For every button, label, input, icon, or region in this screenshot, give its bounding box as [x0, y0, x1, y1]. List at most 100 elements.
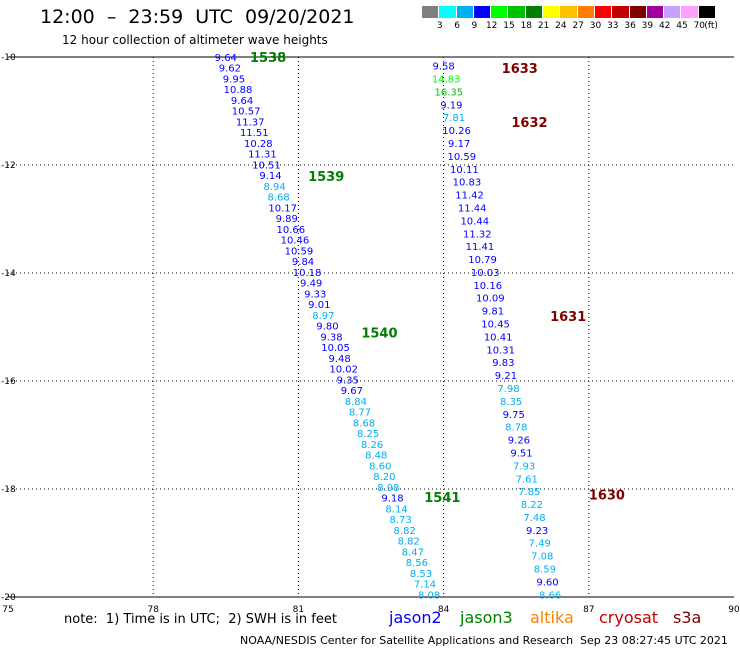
color-scale-swatch — [664, 6, 682, 18]
wave-height-label: 8.35 — [500, 397, 522, 408]
x-tick-label: 81 — [293, 605, 304, 615]
wave-height-label: 10.09 — [476, 294, 505, 305]
color-scale-swatch — [508, 6, 526, 18]
y-tick-label: -10 — [1, 53, 16, 63]
wave-height-label: 11.41 — [466, 242, 495, 253]
x-tick-label: 90 — [728, 605, 740, 615]
wave-height-label: 8.73 — [389, 515, 411, 526]
color-scale-label: 42 — [658, 21, 671, 31]
orbit-number-label: 1540 — [361, 326, 397, 341]
wave-height-label: 11.44 — [458, 203, 487, 214]
color-scale-swatch — [560, 6, 578, 18]
wave-height-label: 11.42 — [455, 191, 484, 202]
wave-height-label: 8.26 — [361, 440, 383, 451]
legend-jason2: jason2 — [389, 608, 442, 627]
wave-height-label: 8.56 — [406, 558, 428, 569]
wave-height-label: 7.61 — [516, 474, 538, 485]
wave-height-label: 9.51 — [510, 448, 532, 459]
y-tick-label: -16 — [1, 377, 16, 387]
wave-height-label: 9.84 — [292, 257, 314, 268]
wave-height-label: 8.22 — [521, 500, 543, 511]
chart-subtitle: 12 hour collection of altimeter wave hei… — [62, 33, 328, 47]
color-scale-label: 15 — [503, 21, 515, 31]
wave-height-label: 9.49 — [300, 279, 322, 290]
wave-height-label: 9.17 — [448, 139, 470, 150]
color-scale-swatch — [543, 6, 561, 18]
wave-height-label: 11.51 — [240, 128, 269, 139]
wave-height-label: 10.05 — [321, 343, 350, 354]
orbit-number-label: 1539 — [308, 170, 344, 185]
wave-height-label: 9.18 — [381, 494, 403, 505]
color-scale-swatch — [577, 6, 595, 18]
legend-cryosat: cryosat — [599, 608, 659, 627]
wave-height-label: 9.01 — [308, 300, 330, 311]
wave-height-label: 10.88 — [224, 85, 253, 96]
wave-height-label: 9.48 — [329, 354, 351, 365]
color-scale-label: 33 — [607, 21, 619, 31]
color-scale-label: 70 — [693, 21, 706, 31]
wave-height-label: 9.19 — [440, 100, 462, 111]
color-scale-label: 12 — [485, 21, 498, 31]
wave-height-label: 10.66 — [277, 225, 306, 236]
wave-height-label: 10.83 — [453, 178, 482, 189]
wave-height-label: 8.82 — [398, 537, 420, 548]
wave-height-label: 9.21 — [495, 371, 517, 382]
x-tick-label: 87 — [583, 605, 594, 615]
color-scale-label: 39 — [641, 21, 654, 31]
wave-height-label: 11.37 — [236, 117, 265, 128]
color-scale-swatch — [612, 6, 630, 18]
wave-height-label: 9.38 — [320, 332, 342, 343]
wave-height-label: 8.78 — [505, 423, 527, 434]
wave-height-label: 10.57 — [232, 107, 261, 118]
wave-height-label: 8.60 — [369, 461, 391, 472]
wave-height-label: 7.48 — [523, 513, 545, 524]
wave-height-label: 8.53 — [410, 569, 432, 580]
wave-height-label: 7.98 — [497, 384, 519, 395]
x-tick-label: 78 — [147, 605, 159, 615]
wave-height-label: 16.35 — [434, 87, 463, 98]
wave-height-label: 9.23 — [526, 526, 548, 537]
orbit-number-label: 1538 — [250, 51, 286, 66]
wave-height-label: 8.59 — [534, 565, 556, 576]
y-tick-label: -14 — [1, 269, 16, 279]
wave-height-label: 8.66 — [539, 590, 561, 601]
color-scale-labels: 3 6 9 12 15 18 21 24 27 30 33 36 39 42 45 70 (ft) — [422, 21, 740, 35]
legend-jason3: jason3 — [460, 608, 513, 627]
wave-height-label: 10.45 — [481, 320, 510, 331]
wave-height-label: 14.83 — [432, 75, 461, 86]
color-scale-swatch — [594, 6, 613, 18]
x-tick-label: 84 — [438, 605, 450, 615]
color-scale-label: 6 — [454, 21, 460, 31]
wave-height-label: 10.51 — [252, 160, 281, 171]
color-scale-swatch — [646, 6, 665, 18]
wave-height-label: 9.75 — [503, 410, 525, 421]
wave-height-label: 7.85 — [518, 487, 540, 498]
orbit-number-label: 1632 — [511, 116, 547, 131]
wave-height-label: 9.89 — [276, 214, 298, 225]
wave-height-label: 9.83 — [492, 358, 514, 369]
color-scale-swatch — [422, 6, 440, 18]
wave-height-label: 10.79 — [468, 255, 497, 266]
color-scale-label: 24 — [555, 21, 567, 31]
color-scale-bar — [422, 6, 717, 18]
wave-height-label: 7.14 — [414, 580, 436, 591]
wave-height-label: 9.14 — [259, 171, 281, 182]
wave-height-label: 11.32 — [463, 229, 492, 240]
color-scale-label: 27 — [572, 21, 584, 31]
wave-height-label: 10.02 — [329, 365, 358, 376]
wave-height-label: 8.25 — [357, 429, 379, 440]
wave-height-label: 8.77 — [349, 408, 371, 419]
orbit-number-label: 1633 — [502, 62, 538, 77]
wave-height-label: 10.18 — [293, 268, 322, 279]
wave-height-label: 8.94 — [263, 182, 285, 193]
wave-height-label: 8.68 — [353, 418, 375, 429]
wave-height-label: 8.48 — [365, 451, 387, 462]
wave-height-label: 8.82 — [394, 526, 416, 537]
color-scale-label: 3 — [436, 21, 443, 31]
color-scale-unit: (ft) — [704, 21, 718, 31]
wave-height-label: 10.17 — [268, 203, 297, 214]
x-tick-label: 75 — [2, 605, 13, 615]
wave-height-label: 9.64 — [215, 53, 237, 64]
wave-height-label: 8.68 — [268, 193, 290, 204]
